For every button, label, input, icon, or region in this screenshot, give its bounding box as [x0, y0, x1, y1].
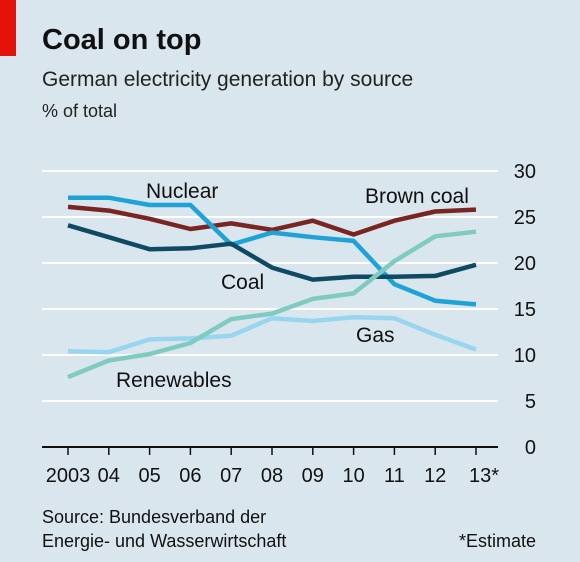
series-label-coal: Coal	[221, 271, 264, 294]
series-labels: Brown coal Nuclear Coal Gas Renewables	[116, 180, 469, 392]
x-tick-label-2003: 2003	[46, 465, 91, 487]
source-line-2: Energie- und Wasserwirtschaft	[42, 531, 287, 551]
x-tick-label-11: 11	[384, 465, 405, 487]
gridlines: 0 5 10 15 20 25 30	[42, 161, 536, 459]
series-line-nuclear	[68, 195, 477, 307]
x-tick-label-09: 09	[302, 465, 324, 487]
series-label-gas: Gas	[356, 324, 395, 347]
series-label-nuclear: Nuclear	[146, 180, 218, 203]
x-tick-label-10: 10	[342, 465, 364, 487]
y-axis-unit-label: % of total	[42, 101, 118, 121]
x-tick-label-12: 12	[424, 465, 446, 487]
x-tick-label-04: 04	[98, 465, 120, 487]
y-tick-label-10: 10	[514, 345, 536, 367]
brand-red-tab	[0, 0, 16, 56]
source-line-1: Source: Bundesverband der	[42, 507, 267, 527]
y-tick-label-15: 15	[514, 299, 536, 321]
y-tick-label-30: 30	[514, 161, 536, 183]
series-line-gas	[67, 315, 477, 355]
x-tick-label-05: 05	[138, 465, 160, 487]
chart-subtitle: German electricity generation by source	[42, 68, 414, 91]
x-tick-label-08: 08	[261, 465, 283, 487]
series-line-brown-coal	[67, 204, 477, 237]
y-tick-label-25: 25	[514, 207, 536, 229]
y-tick-label-0: 0	[525, 437, 536, 459]
series-label-renewables: Renewables	[116, 369, 232, 392]
chart-title: Coal on top	[42, 24, 202, 56]
x-tick-label-07: 07	[220, 465, 242, 487]
x-tick-label-13-est: 13*	[469, 465, 499, 487]
estimate-footnote: *Estimate	[458, 531, 536, 551]
x-axis: 2003 04 05 06 07 08 09 10 11 12 13*	[42, 446, 499, 487]
x-tick-label-06: 06	[179, 465, 201, 487]
y-tick-label-5: 5	[525, 391, 536, 413]
series-label-brown-coal: Brown coal	[365, 185, 469, 208]
source-note: Source: Bundesverband der Energie- und W…	[42, 505, 286, 553]
y-tick-label-20: 20	[514, 253, 536, 275]
series-lines	[67, 195, 477, 380]
